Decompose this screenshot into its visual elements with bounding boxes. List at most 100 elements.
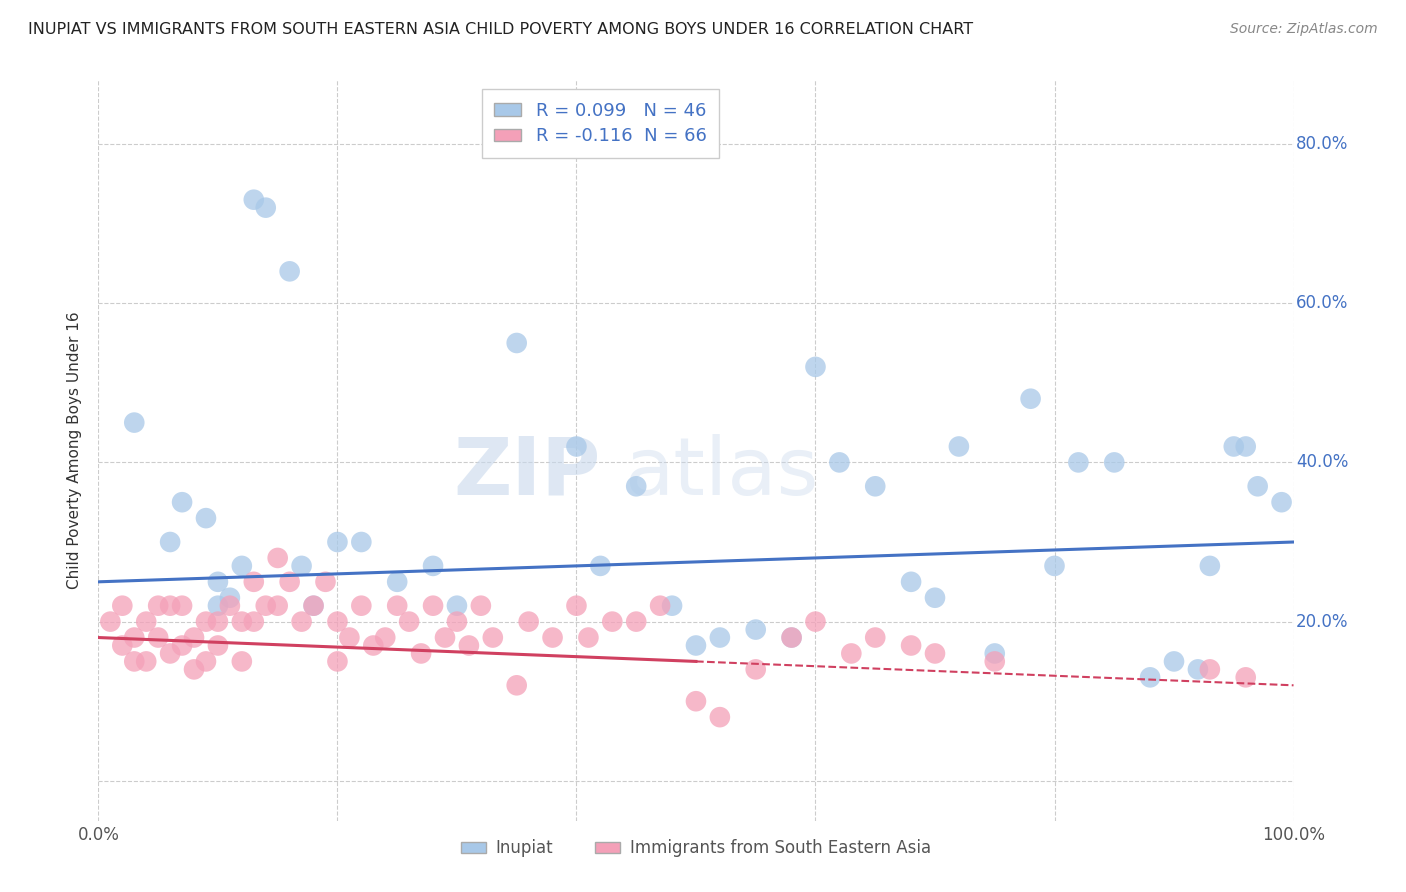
Point bbox=[602, 615, 624, 629]
Point bbox=[363, 639, 385, 653]
Point bbox=[195, 655, 218, 669]
Point bbox=[326, 535, 349, 549]
Point bbox=[350, 535, 373, 549]
Point bbox=[350, 599, 373, 613]
Point bbox=[254, 201, 277, 215]
Point bbox=[291, 615, 314, 629]
Point bbox=[195, 511, 218, 525]
Text: 40.0%: 40.0% bbox=[1296, 453, 1348, 471]
Point bbox=[315, 574, 337, 589]
Point bbox=[326, 655, 349, 669]
Point bbox=[1234, 670, 1257, 684]
Point bbox=[243, 615, 266, 629]
Point bbox=[578, 631, 600, 645]
Point bbox=[159, 599, 181, 613]
Point bbox=[159, 647, 181, 661]
Point bbox=[398, 615, 420, 629]
Point bbox=[745, 662, 768, 676]
Point bbox=[135, 655, 157, 669]
Point bbox=[1139, 670, 1161, 684]
Point bbox=[411, 647, 433, 661]
Point bbox=[458, 639, 481, 653]
Point bbox=[278, 264, 301, 278]
Point bbox=[745, 623, 768, 637]
Point bbox=[1199, 558, 1222, 573]
Point bbox=[780, 631, 803, 645]
Point bbox=[924, 591, 946, 605]
Point bbox=[1067, 455, 1090, 469]
Point bbox=[207, 615, 229, 629]
Point bbox=[231, 558, 253, 573]
Point bbox=[984, 647, 1007, 661]
Point bbox=[1163, 655, 1185, 669]
Point bbox=[195, 615, 218, 629]
Point bbox=[254, 599, 277, 613]
Point bbox=[231, 655, 253, 669]
Point bbox=[482, 631, 505, 645]
Point bbox=[446, 599, 468, 613]
Point bbox=[541, 631, 564, 645]
Point bbox=[159, 535, 181, 549]
Point bbox=[780, 631, 803, 645]
Point bbox=[685, 639, 707, 653]
Point bbox=[267, 550, 290, 565]
Point bbox=[278, 574, 301, 589]
Point bbox=[207, 599, 229, 613]
Point bbox=[326, 615, 349, 629]
Point bbox=[1271, 495, 1294, 509]
Legend: Inupiat, Immigrants from South Eastern Asia: Inupiat, Immigrants from South Eastern A… bbox=[454, 833, 938, 864]
Point bbox=[804, 359, 827, 374]
Point bbox=[1247, 479, 1270, 493]
Point bbox=[172, 599, 194, 613]
Point bbox=[219, 599, 242, 613]
Point bbox=[374, 631, 396, 645]
Point bbox=[148, 599, 170, 613]
Point bbox=[1234, 440, 1257, 454]
Point bbox=[207, 639, 229, 653]
Point bbox=[900, 639, 922, 653]
Point bbox=[422, 599, 444, 613]
Point bbox=[231, 615, 253, 629]
Point bbox=[339, 631, 361, 645]
Point bbox=[183, 662, 205, 676]
Point bbox=[385, 574, 409, 589]
Point bbox=[900, 574, 922, 589]
Point bbox=[685, 694, 707, 708]
Point bbox=[865, 479, 887, 493]
Point bbox=[111, 639, 134, 653]
Point bbox=[1043, 558, 1066, 573]
Point bbox=[650, 599, 672, 613]
Point bbox=[565, 440, 588, 454]
Text: ZIP: ZIP bbox=[453, 434, 600, 512]
Point bbox=[1223, 440, 1246, 454]
Text: 60.0%: 60.0% bbox=[1296, 294, 1348, 312]
Point bbox=[506, 678, 529, 692]
Point bbox=[172, 495, 194, 509]
Point bbox=[302, 599, 325, 613]
Text: Source: ZipAtlas.com: Source: ZipAtlas.com bbox=[1230, 22, 1378, 37]
Point bbox=[446, 615, 468, 629]
Text: 20.0%: 20.0% bbox=[1296, 613, 1348, 631]
Text: atlas: atlas bbox=[624, 434, 818, 512]
Point bbox=[135, 615, 157, 629]
Point bbox=[207, 574, 229, 589]
Point bbox=[948, 440, 970, 454]
Point bbox=[626, 479, 648, 493]
Point bbox=[626, 615, 648, 629]
Point bbox=[984, 655, 1007, 669]
Text: 80.0%: 80.0% bbox=[1296, 135, 1348, 153]
Point bbox=[506, 336, 529, 351]
Point bbox=[124, 655, 146, 669]
Point bbox=[1187, 662, 1209, 676]
Point bbox=[291, 558, 314, 573]
Point bbox=[1199, 662, 1222, 676]
Point bbox=[243, 574, 266, 589]
Point bbox=[124, 631, 146, 645]
Point bbox=[172, 639, 194, 653]
Point bbox=[422, 558, 444, 573]
Point bbox=[124, 416, 146, 430]
Y-axis label: Child Poverty Among Boys Under 16: Child Poverty Among Boys Under 16 bbox=[67, 311, 83, 590]
Point bbox=[302, 599, 325, 613]
Point bbox=[841, 647, 863, 661]
Point bbox=[267, 599, 290, 613]
